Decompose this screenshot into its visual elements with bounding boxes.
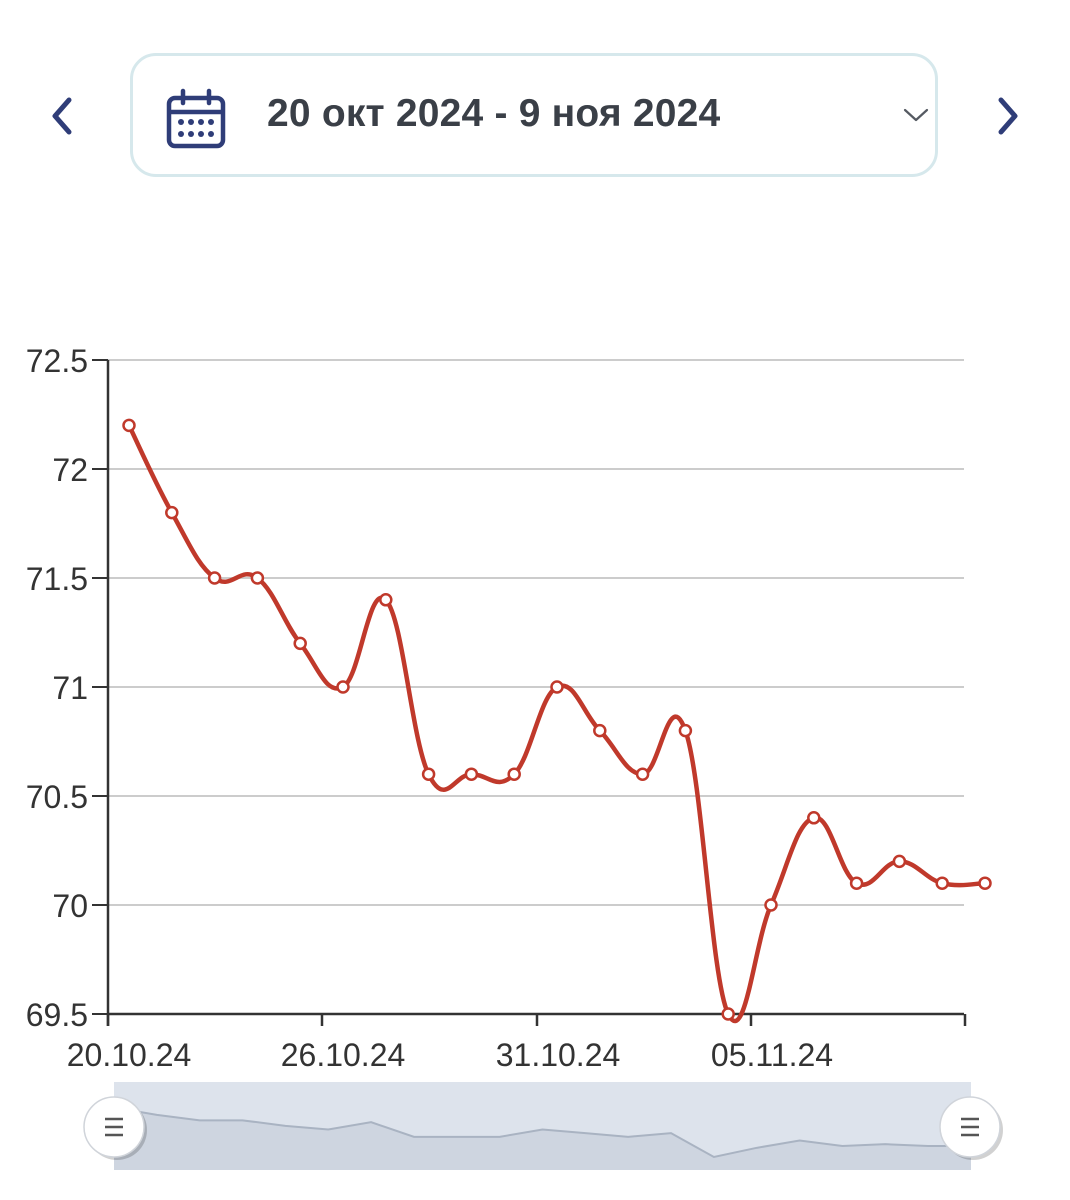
zoom-slider-end-handle[interactable] [939, 1096, 1003, 1160]
data-point [421, 767, 436, 781]
chevron-left-icon [52, 97, 72, 135]
y-tick-label: 70 [52, 888, 88, 924]
x-tick-label: 05.11.24 [711, 1037, 833, 1073]
x-tick-label: 31.10.24 [496, 1037, 621, 1073]
y-tick-label: 70.5 [26, 779, 88, 815]
series-line [126, 424, 986, 1024]
y-tick-label: 71.5 [26, 561, 88, 597]
data-point [807, 811, 821, 825]
line-chart: 69.5 70 70.5 71 71.5 72 72.5 20.10.24 26.10.24 31… [26, 343, 1003, 1170]
date-range-picker[interactable]: 20 окт 2024 - 9 ноя 2024 [130, 53, 938, 177]
next-period-button[interactable] [982, 88, 1034, 144]
data-point [379, 593, 393, 607]
data-point [978, 876, 992, 890]
data-point [464, 767, 479, 781]
y-tick-label: 71 [52, 670, 88, 706]
data-point [250, 571, 265, 585]
y-tick-label: 69.5 [26, 997, 88, 1033]
zoom-slider-line [113, 1106, 971, 1159]
y-tick-label: 72 [52, 452, 88, 488]
data-point [507, 767, 521, 781]
data-point [764, 898, 778, 912]
zoom-slider-area [114, 1107, 971, 1170]
data-point [635, 767, 650, 781]
data-point [935, 876, 949, 890]
data-point [550, 680, 564, 694]
data-point [293, 636, 307, 651]
date-range-label: 20 окт 2024 - 9 ноя 2024 [267, 92, 721, 135]
prev-period-button[interactable] [36, 88, 88, 144]
data-point [678, 723, 693, 738]
data-point [892, 854, 907, 869]
chevron-right-icon [998, 97, 1018, 135]
y-tick-label: 72.5 [26, 343, 88, 379]
data-point [721, 1007, 735, 1021]
data-point [207, 571, 222, 585]
data-point [122, 418, 136, 433]
data-point [593, 723, 607, 738]
data-point [165, 505, 179, 520]
data-point [849, 876, 864, 890]
calendar-icon [166, 88, 226, 149]
x-tick-label: 20.10.24 [67, 1037, 192, 1073]
zoom-slider-start-handle[interactable] [83, 1096, 147, 1160]
x-tick-label: 26.10.24 [281, 1037, 406, 1073]
data-point [336, 680, 350, 694]
chevron-down-icon [903, 108, 929, 122]
